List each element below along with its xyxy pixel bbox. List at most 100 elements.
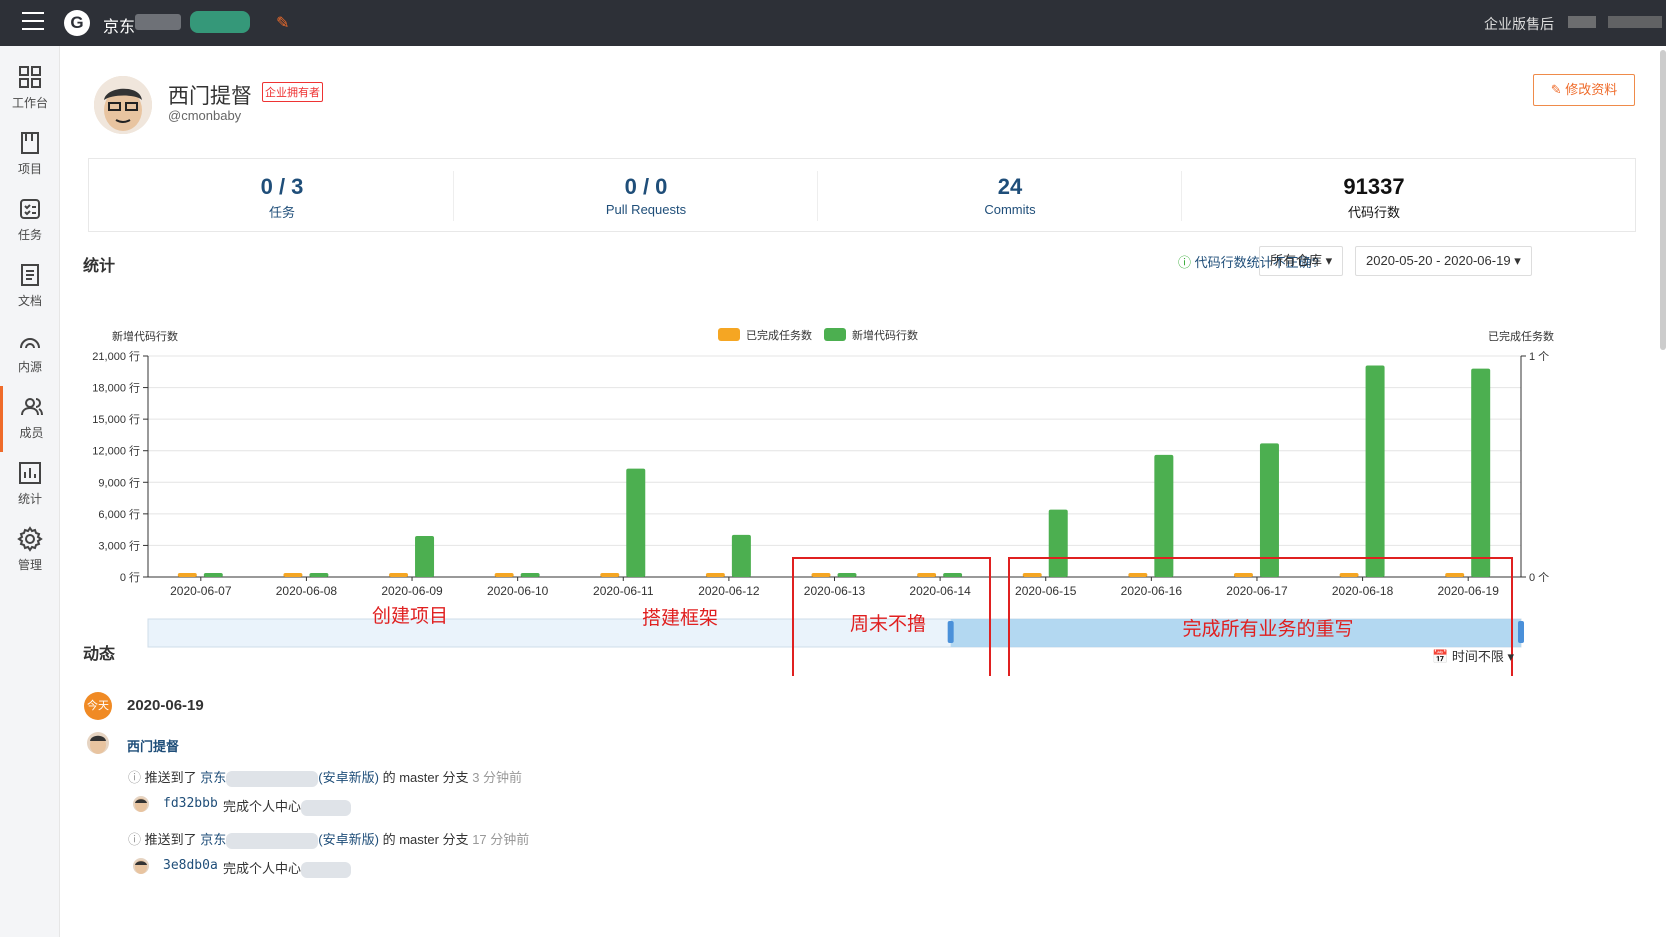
activity-event: ⓘ 推送到了 京东 (安卓新版) 的 master 分支 3 分钟前 <box>128 767 522 787</box>
branch-text: 的 master 分支 <box>382 770 469 785</box>
org-label[interactable]: 企业版售后 <box>1484 16 1554 32</box>
bar-tasks <box>600 573 620 577</box>
stat-commits[interactable]: 24 Commits <box>817 159 1203 231</box>
y-axis-title-right: 已完成任务数 <box>1488 329 1554 343</box>
blurred-text <box>135 14 181 30</box>
repo-link[interactable]: 京东 (安卓新版) <box>200 770 379 787</box>
hamburger-menu-icon[interactable] <box>22 12 44 32</box>
sidebar-item-members[interactable]: 成员 <box>0 386 60 452</box>
chevron-down-icon: ▾ <box>1514 253 1521 268</box>
blurred-text <box>301 799 352 816</box>
commit-hash-link[interactable]: fd32bbb <box>163 796 218 811</box>
bar-tasks <box>389 573 409 577</box>
activity-user-link[interactable]: 西门提督 <box>127 739 180 754</box>
activity-event: ⓘ 推送到了 京东 (安卓新版) 的 master 分支 17 分钟前 <box>128 829 529 849</box>
x-tick-label: 2020-06-15 <box>1015 584 1077 598</box>
y-tick-label-left: 15,000 行 <box>92 413 140 426</box>
x-tick-label: 2020-06-14 <box>909 584 971 598</box>
commit-message-text: 完成个人中心 <box>223 861 302 876</box>
commit-message: 完成个人中心 <box>223 796 352 816</box>
divider <box>817 171 818 221</box>
x-tick-label: 2020-06-08 <box>276 584 338 598</box>
stats-panel: 0 / 3 任务 0 / 0 Pull Requests 24 Commits 913… <box>88 158 1636 232</box>
bar-tasks <box>1022 573 1042 577</box>
sidebar-item-statistics[interactable]: 统计 <box>0 452 60 518</box>
stat-code-lines[interactable]: 91337 代码行数 <box>1181 159 1567 231</box>
date-range-picker[interactable]: 2020-05-20 - 2020-06-19 ▾ <box>1355 246 1532 276</box>
bar-code-lines <box>1365 365 1385 577</box>
sidebar-item-label: 统计 <box>17 492 42 506</box>
sidebar-item-projects[interactable]: 项目 <box>0 122 60 188</box>
legend-swatch-lines <box>824 328 846 341</box>
stat-pull-requests[interactable]: 0 / 0 Pull Requests <box>453 159 839 231</box>
divider <box>1181 171 1182 221</box>
event-time: 17 分钟前 <box>472 832 530 847</box>
stat-label: Commits <box>984 202 1036 217</box>
gitee-logo-icon[interactable]: G <box>64 10 90 36</box>
profile-handle: @cmonbaby <box>168 108 242 123</box>
sidebar-item-innersource[interactable]: 内源 <box>0 320 60 386</box>
x-tick-label: 2020-06-09 <box>381 584 443 598</box>
event-action: 推送到了 <box>144 832 197 847</box>
x-tick-label: 2020-06-13 <box>804 584 866 598</box>
bar-code-lines <box>415 535 435 577</box>
x-tick-label: 2020-06-19 <box>1437 584 1499 598</box>
sidebar-item-label: 工作台 <box>11 96 48 110</box>
chevron-down-icon: ▾ <box>1507 649 1514 664</box>
repo-name: 京东 <box>200 832 227 847</box>
bar-tasks <box>1128 573 1148 577</box>
sidebar-item-tasks[interactable]: 任务 <box>0 188 60 254</box>
sidebar-item-label: 文档 <box>17 294 42 308</box>
stat-value: 24 <box>997 174 1023 199</box>
zoom-slider-handle-right <box>1518 621 1524 643</box>
profile-name: 西门提督 <box>168 85 252 108</box>
breadcrumb[interactable]: 京东 <box>103 19 136 36</box>
scrollbar[interactable] <box>1660 50 1666 350</box>
question-icon: ⓘ <box>1178 255 1192 270</box>
annotation-text: 搭建框架 <box>642 607 718 629</box>
repo-name: 京东 <box>200 770 227 785</box>
x-tick-label: 2020-06-17 <box>1226 584 1288 598</box>
repo-link[interactable]: 京东 (安卓新版) <box>200 832 379 849</box>
bar-tasks <box>705 573 725 577</box>
members-icon <box>20 398 43 416</box>
avatar <box>133 858 149 874</box>
bar-code-lines <box>943 573 963 577</box>
bar-code-lines <box>626 468 646 577</box>
x-tick-label: 2020-06-12 <box>698 584 760 598</box>
avatar[interactable] <box>87 732 109 754</box>
owner-badge: 企业拥有者 <box>262 82 323 102</box>
blurred-text <box>226 832 319 849</box>
avatar <box>133 796 149 812</box>
sidebar-item-label: 管理 <box>17 558 42 572</box>
bar-tasks <box>1339 573 1359 577</box>
edit-icon[interactable]: ✎ <box>276 15 290 32</box>
bar-tasks <box>1233 573 1253 577</box>
sidebar-item-workbench[interactable]: 工作台 <box>0 56 60 122</box>
bar-code-lines <box>1154 454 1174 577</box>
calendar-icon: 📅 <box>1432 649 1449 664</box>
sidebar-item-admin[interactable]: 管理 <box>0 518 60 584</box>
annotation-text: 周末不撸 <box>850 613 926 635</box>
edit-profile-button[interactable]: ✎ 修改资料 <box>1533 74 1635 106</box>
y-tick-label-left: 9,000 行 <box>98 476 140 489</box>
legend-label-tasks: 已完成任务数 <box>746 328 812 342</box>
sidebar-item-docs[interactable]: 文档 <box>0 254 60 320</box>
top-bar: G 京东 ✎ 企业版售后 <box>0 0 1666 46</box>
time-filter-dropdown[interactable]: 📅 时间不限 ▾ <box>1432 646 1514 665</box>
stat-label: 任务 <box>268 205 295 220</box>
bar-code-lines <box>731 534 751 577</box>
main-content: 西门提督 企业拥有者 @cmonbaby ✎ 修改资料 0 / 3 任务 0 / … <box>60 46 1666 937</box>
repo-filter-dropdown[interactable]: 所有仓库 ▾ <box>1259 246 1344 276</box>
divider <box>453 171 454 221</box>
activity-section-title: 动态 <box>83 646 116 663</box>
stat-tasks[interactable]: 0 / 3 任务 <box>89 159 475 231</box>
bar-tasks <box>283 573 303 577</box>
bar-code-lines <box>1048 509 1068 577</box>
code-lines-help-link[interactable]: ⓘ 代码行数统计不正确? <box>1178 252 1319 271</box>
push-icon: ⓘ <box>128 832 142 847</box>
commit-hash-link[interactable]: 3e8db0a <box>163 858 218 873</box>
y-tick-label-left: 21,000 行 <box>92 350 140 363</box>
x-tick-label: 2020-06-07 <box>170 584 232 598</box>
bar-code-lines <box>837 573 857 577</box>
